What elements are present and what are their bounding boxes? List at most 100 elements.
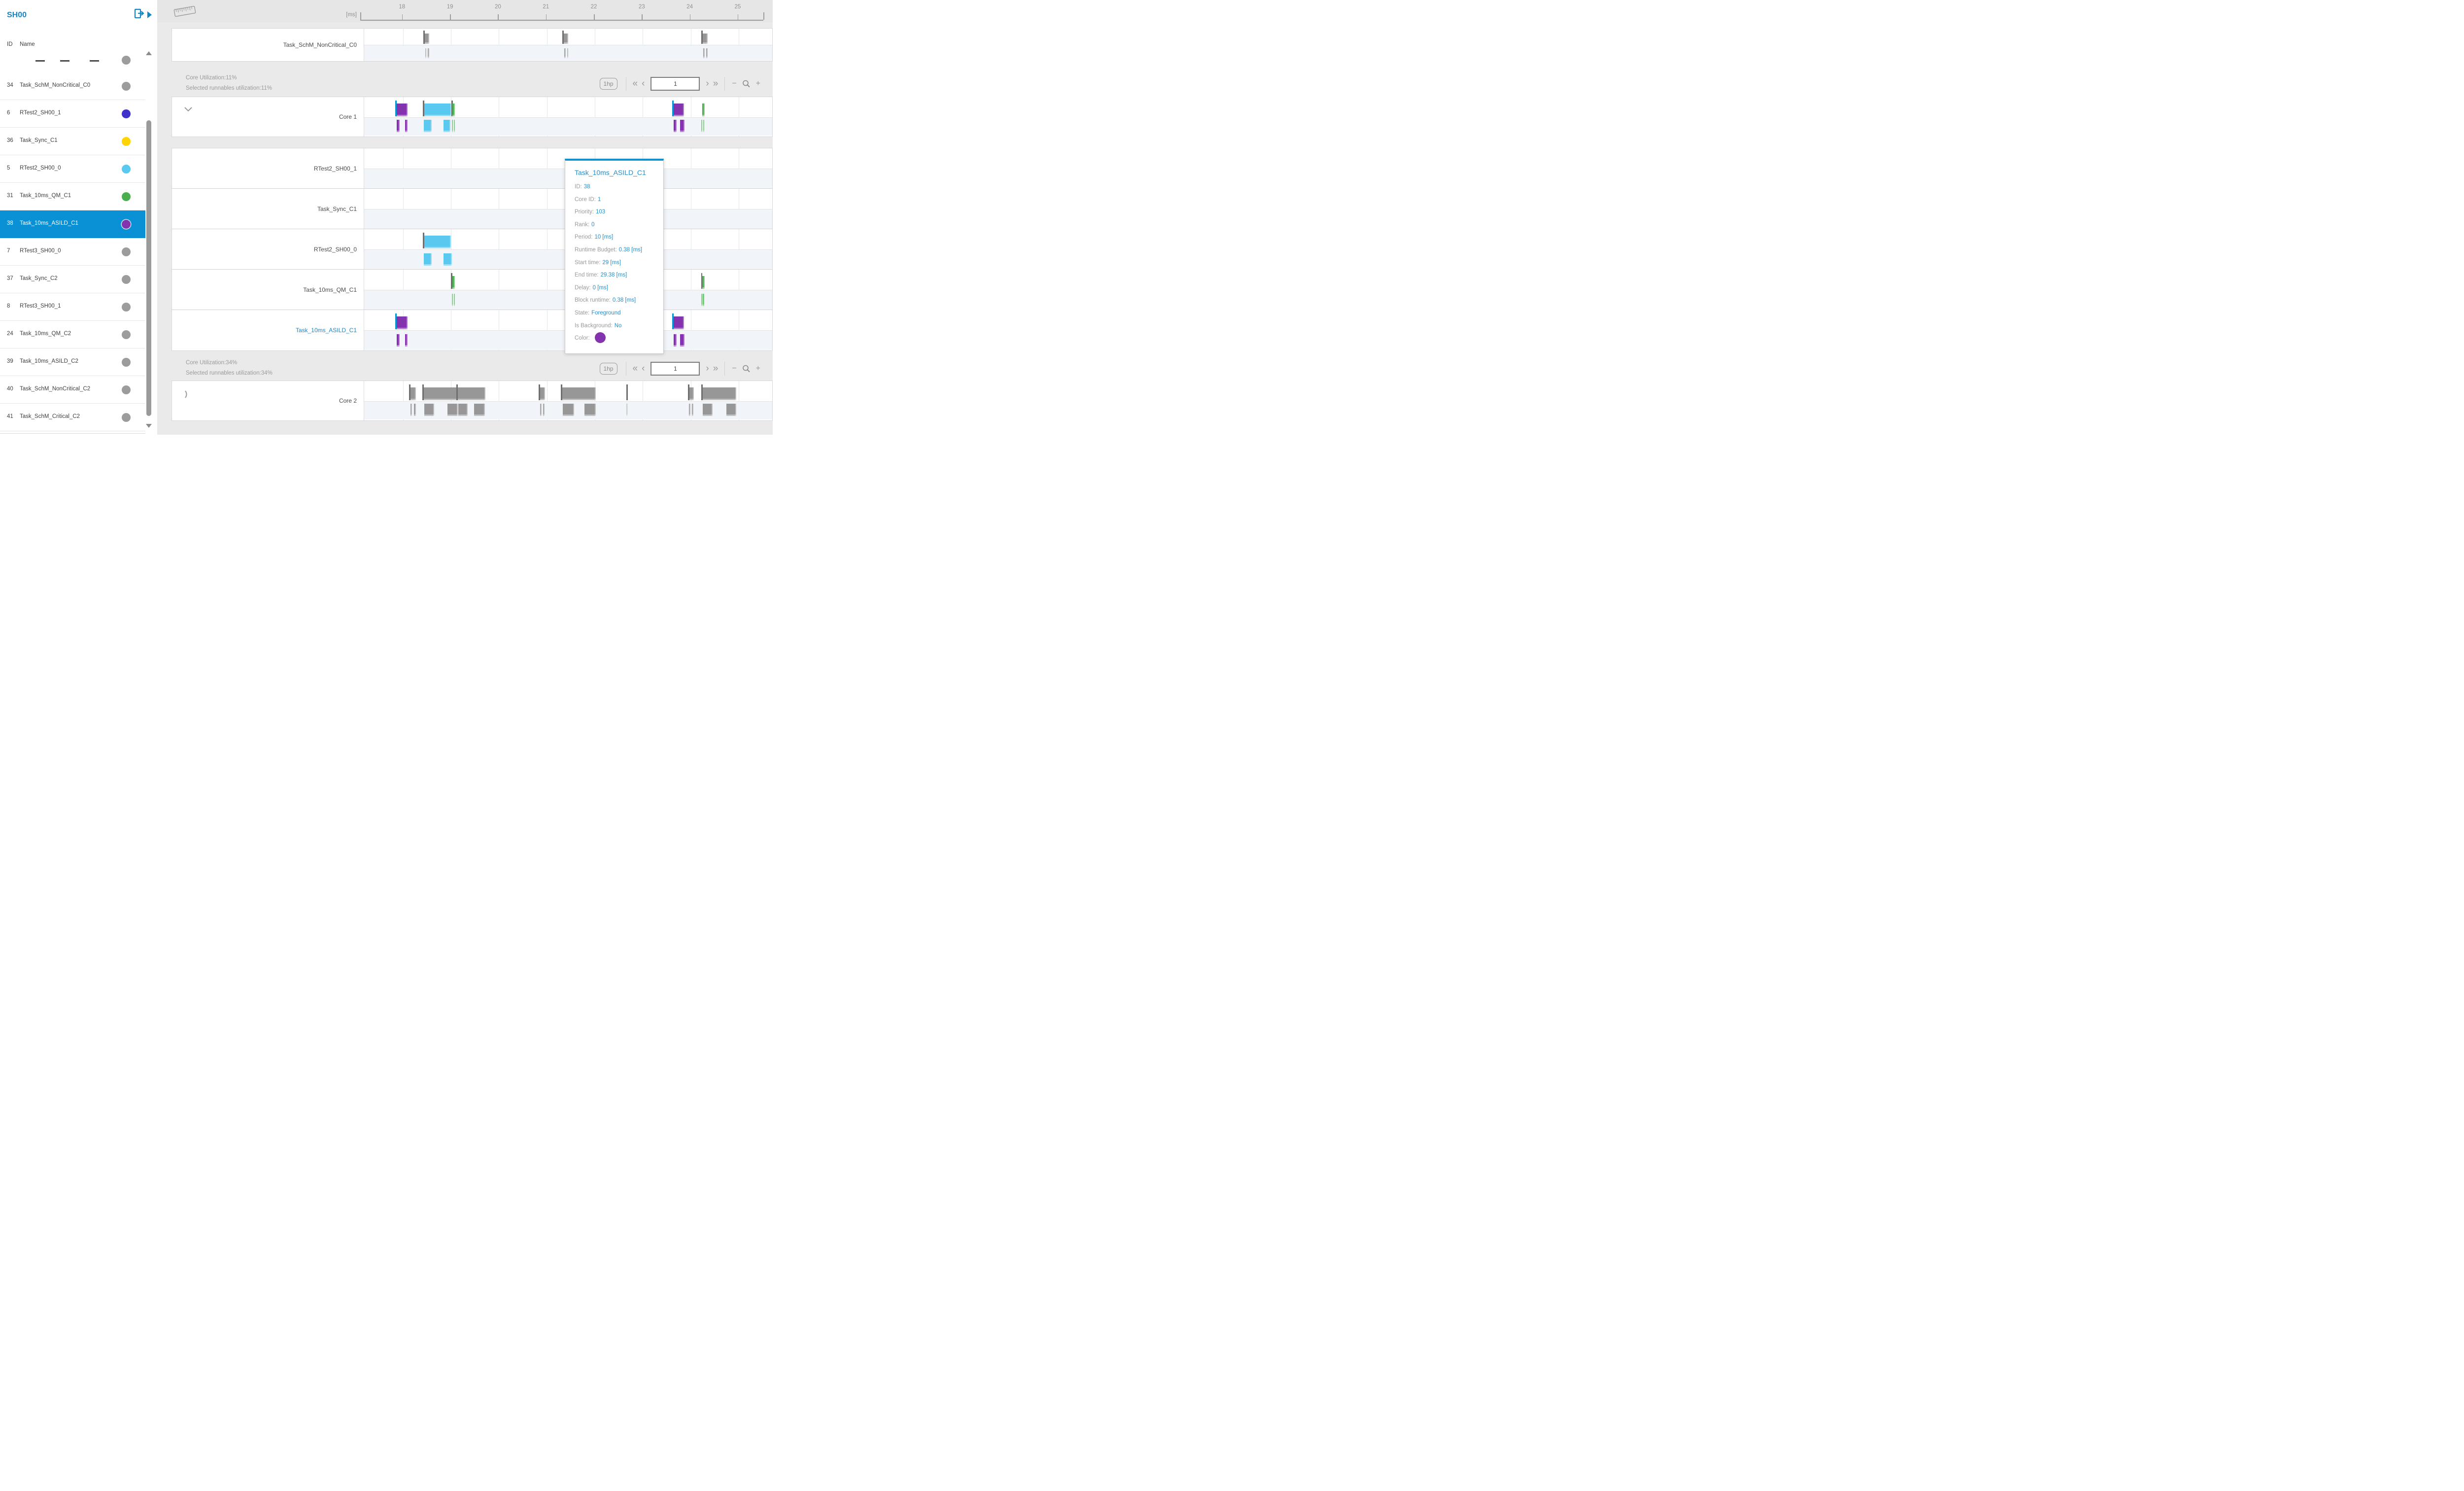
runnable-bar-gray[interactable]: [424, 34, 430, 44]
page-first-button[interactable]: «: [632, 78, 638, 89]
zoom-out-button[interactable]: −: [732, 364, 737, 373]
runnable-bar-gray[interactable]: [422, 384, 458, 400]
track-label-rtest2_sh00_1[interactable]: RTest2_SH00_1: [172, 148, 364, 188]
runnable-bar-gray[interactable]: [424, 404, 435, 416]
runnable-bar-gray[interactable]: [447, 404, 458, 416]
scroll-up-icon[interactable]: [146, 51, 152, 55]
runnable-bar-gray[interactable]: [563, 34, 569, 44]
runnable-bar-gray[interactable]: [691, 404, 694, 416]
runnable-bar-green[interactable]: [452, 120, 453, 132]
task-list-item-RTest2_SH00_0[interactable]: 5 RTest2_SH00_0: [0, 155, 145, 183]
ruler-measure-icon[interactable]: [172, 3, 198, 20]
runnable-bar-gray[interactable]: [428, 48, 430, 58]
task-list-clipped-row[interactable]: [0, 51, 145, 73]
time-axis[interactable]: 18 19 20 21 22 23 24 25: [360, 0, 764, 22]
interval-preset-button[interactable]: 1hp: [599, 363, 617, 375]
runnable-bar-darkgray[interactable]: [423, 31, 425, 44]
track-label-core1[interactable]: Core 1: [172, 97, 364, 137]
runnable-bar-purple[interactable]: [672, 101, 684, 116]
runnable-bar-gray[interactable]: [687, 384, 694, 400]
runnable-bar-gray[interactable]: [560, 384, 596, 400]
page-next-button[interactable]: ›: [706, 363, 709, 374]
runnable-bar-gray[interactable]: [409, 384, 416, 400]
task-list-item-Task_Sync_C1[interactable]: 36 Task_Sync_C1: [0, 128, 145, 155]
task-list-item-RTest3_SH00_0[interactable]: 7 RTest3_SH00_0: [0, 238, 145, 266]
runnable-bar-cyan[interactable]: [443, 253, 452, 266]
runnable-bar-gray[interactable]: [458, 404, 468, 416]
runnable-bar-gray[interactable]: [564, 48, 566, 58]
runnable-bar-purple[interactable]: [673, 120, 677, 132]
task-list-item-Task_SchM_NonCritical_C0[interactable]: 34 Task_SchM_NonCritical_C0: [0, 72, 145, 100]
runnable-bar-green[interactable]: [701, 294, 703, 306]
track-label-task_10ms_qm_c1[interactable]: Task_10ms_QM_C1: [172, 270, 364, 310]
runnable-bar-purple[interactable]: [673, 334, 677, 347]
track-timeline-core2[interactable]: [364, 381, 772, 420]
track-timeline-task_schm_noncritical_c0[interactable]: [364, 29, 772, 61]
track-label-rtest2_sh00_0[interactable]: RTest2_SH00_0: [172, 229, 364, 269]
runnable-bar-gray[interactable]: [584, 404, 596, 416]
track-timeline-core1[interactable]: [364, 97, 772, 137]
runnable-bar-darkgray[interactable]: [701, 31, 703, 44]
runnable-bar-gray[interactable]: [688, 404, 690, 416]
page-next-button[interactable]: ›: [706, 78, 709, 89]
interval-preset-button[interactable]: 1hp: [599, 78, 617, 90]
runnable-bar-gray[interactable]: [726, 404, 737, 416]
track-label-core2[interactable]: Core 2: [172, 381, 364, 420]
runnable-bar-purple[interactable]: [395, 101, 408, 116]
runnable-bar-green[interactable]: [453, 294, 455, 306]
panel-collapse-arrow-icon[interactable]: [147, 11, 152, 18]
zoom-in-button[interactable]: +: [755, 79, 760, 88]
track-label-task_10ms_asild_c1[interactable]: Task_10ms_ASILD_C1: [172, 310, 364, 350]
runnable-bar-green[interactable]: [451, 294, 453, 306]
runnable-bar-purple[interactable]: [395, 313, 408, 329]
track-label-task_sync_c1[interactable]: Task_Sync_C1: [172, 189, 364, 229]
runnable-bar-green[interactable]: [452, 104, 455, 116]
runnable-bar-purple[interactable]: [397, 120, 400, 132]
task-list-item-RTest2_SH00_1[interactable]: 6 RTest2_SH00_1: [0, 100, 145, 128]
scroll-down-icon[interactable]: [146, 424, 152, 428]
runnable-bar-gray[interactable]: [703, 48, 705, 58]
runnable-bar-green[interactable]: [702, 276, 705, 289]
runnable-bar-darkgray[interactable]: [701, 273, 703, 289]
runnable-bar-darkgray[interactable]: [562, 31, 564, 44]
task-list-item-RTest3_SH00_1[interactable]: 8 RTest3_SH00_1: [0, 293, 145, 321]
runnable-bar-gray[interactable]: [567, 48, 569, 58]
runnable-bar-darkgray[interactable]: [422, 233, 424, 248]
scrollbar-thumb[interactable]: [146, 120, 151, 416]
runnable-bar-purple[interactable]: [397, 334, 400, 347]
runnable-bar-cyan[interactable]: [422, 101, 453, 116]
runnable-bar-cyan[interactable]: [443, 120, 451, 132]
runnable-bar-cyan[interactable]: [423, 253, 432, 266]
runnable-bar-green[interactable]: [702, 104, 705, 116]
runnable-bar-gray[interactable]: [425, 48, 427, 58]
runnable-bar-gray[interactable]: [702, 34, 708, 44]
runnable-bar-gray[interactable]: [706, 48, 708, 58]
runnable-bar-purple[interactable]: [405, 334, 408, 347]
runnable-bar-gray[interactable]: [540, 404, 542, 416]
runnable-bar-green[interactable]: [703, 120, 705, 132]
runnable-bar-purple[interactable]: [680, 120, 684, 132]
page-last-button[interactable]: »: [713, 363, 719, 374]
page-last-button[interactable]: »: [713, 78, 719, 89]
sidebar-scrollbar[interactable]: [145, 47, 153, 432]
runnable-bar-green[interactable]: [452, 276, 455, 289]
runnable-bar-gray[interactable]: [701, 384, 737, 400]
zoom-in-button[interactable]: +: [755, 364, 760, 373]
page-number-input[interactable]: [650, 77, 700, 91]
runnable-bar-darkgray[interactable]: [451, 273, 453, 289]
runnable-bar-gray[interactable]: [474, 404, 485, 416]
runnable-bar-purple[interactable]: [680, 334, 684, 347]
task-list-item-Task_SchM_Critical_C2[interactable]: 41 Task_SchM_Critical_C2: [0, 404, 145, 431]
runnable-bar-purple[interactable]: [405, 120, 408, 132]
task-list-item-Task_10ms_QM_C1[interactable]: 31 Task_10ms_QM_C1: [0, 183, 145, 210]
runnable-bar-green[interactable]: [454, 120, 455, 132]
page-prev-button[interactable]: ‹: [642, 78, 645, 89]
runnable-bar-lightgray[interactable]: [626, 404, 628, 416]
page-prev-button[interactable]: ‹: [642, 363, 645, 374]
runnable-bar-green[interactable]: [703, 294, 705, 306]
runnable-bar-green[interactable]: [701, 120, 703, 132]
runnable-bar-gray[interactable]: [414, 404, 416, 416]
runnable-bar-gray[interactable]: [539, 384, 545, 400]
chevron-right-icon[interactable]: [184, 390, 191, 399]
runnable-bar-gray[interactable]: [411, 404, 412, 416]
